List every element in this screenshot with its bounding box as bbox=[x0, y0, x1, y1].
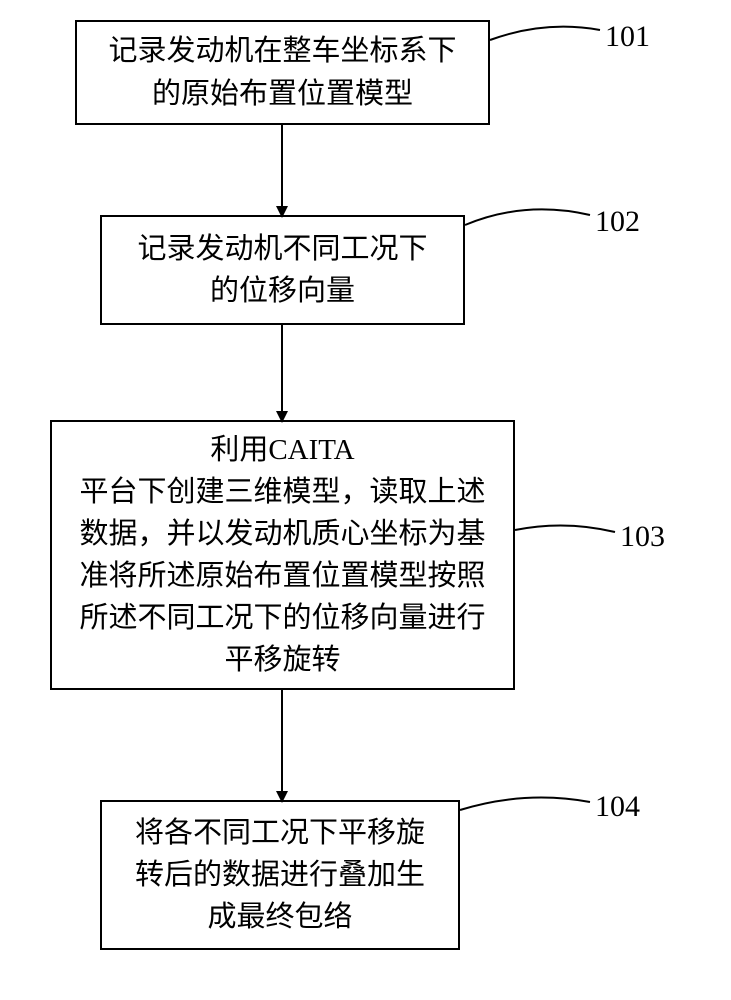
leader-lines-layer bbox=[0, 0, 731, 1000]
flowchart-canvas: 记录发动机在整车坐标系下的原始布置位置模型 记录发动机不同工况下的位移向量 利用… bbox=[0, 0, 731, 1000]
